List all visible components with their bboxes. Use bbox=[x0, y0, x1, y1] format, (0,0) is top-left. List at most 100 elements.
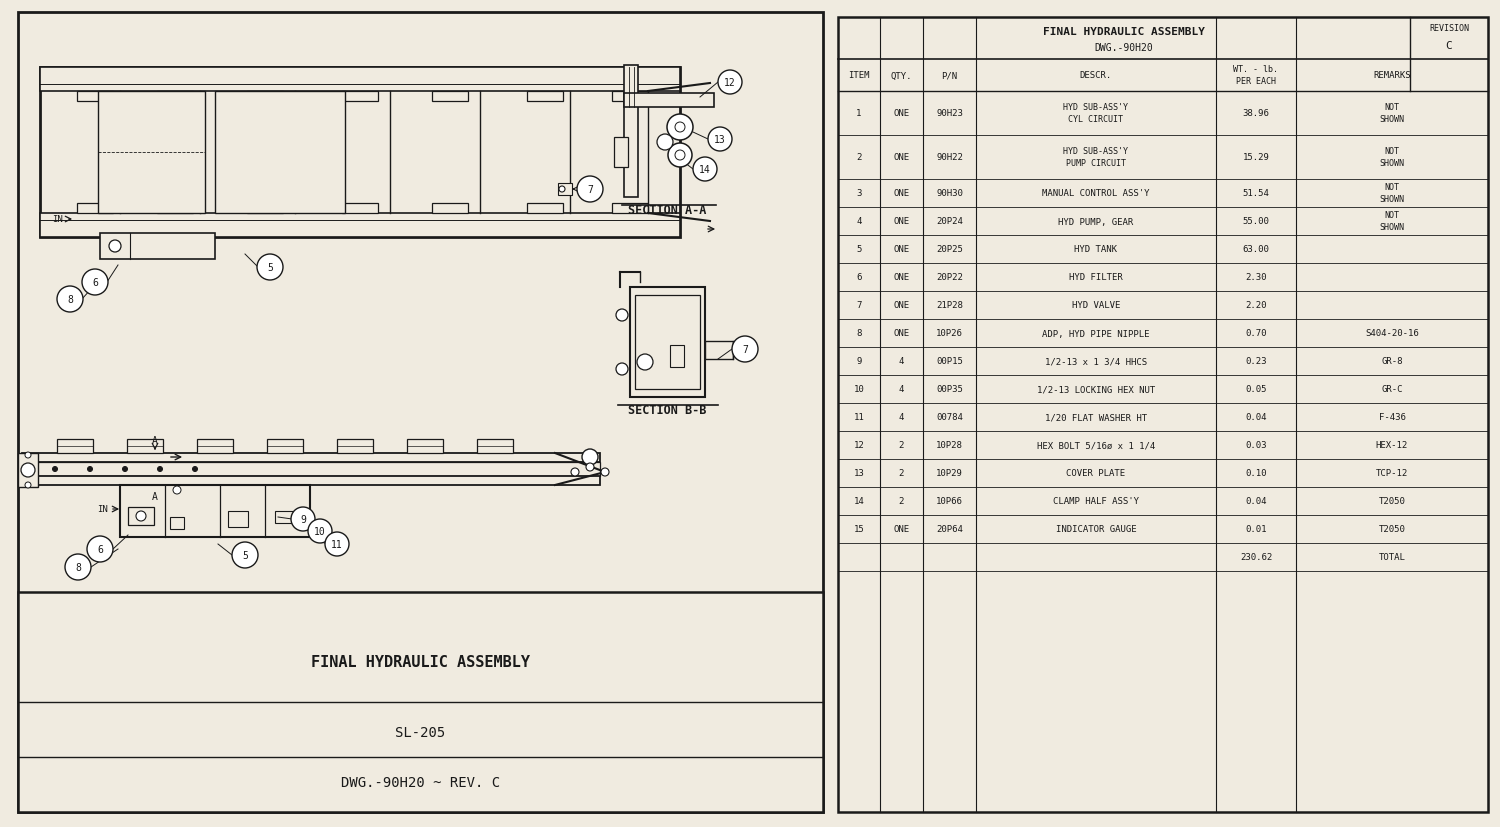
Text: GR-8: GR-8 bbox=[1382, 357, 1402, 366]
Bar bbox=[670, 346, 684, 367]
Text: IN: IN bbox=[53, 215, 63, 224]
Text: 1/2-13 x 1 3/4 HHCS: 1/2-13 x 1 3/4 HHCS bbox=[1046, 357, 1148, 366]
Circle shape bbox=[87, 467, 93, 472]
Text: 21P28: 21P28 bbox=[936, 301, 963, 310]
Text: 2: 2 bbox=[898, 469, 904, 478]
Circle shape bbox=[110, 241, 122, 253]
Text: 90H30: 90H30 bbox=[936, 189, 963, 198]
Text: 1/2-13 LOCKING HEX NUT: 1/2-13 LOCKING HEX NUT bbox=[1036, 385, 1155, 394]
Text: 20P64: 20P64 bbox=[936, 525, 963, 534]
Text: 4: 4 bbox=[898, 357, 904, 366]
Text: CYL CIRCUIT: CYL CIRCUIT bbox=[1068, 115, 1124, 124]
Text: 2: 2 bbox=[898, 441, 904, 450]
Text: 13: 13 bbox=[853, 469, 864, 478]
Circle shape bbox=[572, 468, 579, 476]
Bar bbox=[839, 18, 1488, 812]
Bar bbox=[432, 203, 468, 213]
Bar bbox=[526, 203, 562, 213]
Circle shape bbox=[560, 187, 566, 193]
Text: IN: IN bbox=[98, 505, 108, 514]
Text: 10P66: 10P66 bbox=[936, 497, 963, 506]
Text: HYD FILTER: HYD FILTER bbox=[1070, 273, 1124, 282]
Circle shape bbox=[87, 537, 112, 562]
Text: GR-C: GR-C bbox=[1382, 385, 1402, 394]
Circle shape bbox=[21, 463, 34, 477]
Text: P/N: P/N bbox=[942, 71, 957, 80]
Circle shape bbox=[657, 135, 674, 151]
Text: PER EACH: PER EACH bbox=[1236, 78, 1276, 86]
Circle shape bbox=[708, 128, 732, 152]
Bar bbox=[100, 234, 214, 260]
Bar bbox=[128, 439, 164, 453]
Circle shape bbox=[291, 508, 315, 532]
Bar bbox=[705, 342, 734, 360]
Text: SECTION B-B: SECTION B-B bbox=[628, 404, 706, 417]
Bar bbox=[432, 92, 468, 102]
Text: 8: 8 bbox=[856, 329, 861, 338]
Text: 0.70: 0.70 bbox=[1245, 329, 1266, 338]
Bar bbox=[248, 203, 284, 213]
Text: ONE: ONE bbox=[894, 301, 909, 310]
Text: 2.30: 2.30 bbox=[1245, 273, 1266, 282]
Text: 11: 11 bbox=[853, 413, 864, 422]
Bar bbox=[338, 439, 374, 453]
Text: 0.10: 0.10 bbox=[1245, 469, 1266, 478]
Text: 0.04: 0.04 bbox=[1245, 497, 1266, 506]
Circle shape bbox=[616, 309, 628, 322]
Circle shape bbox=[693, 158, 717, 182]
Bar bbox=[526, 92, 562, 102]
Text: ONE: ONE bbox=[894, 109, 909, 118]
Text: 6: 6 bbox=[856, 273, 861, 282]
Circle shape bbox=[668, 144, 692, 168]
Bar bbox=[406, 439, 442, 453]
Text: HYD VALVE: HYD VALVE bbox=[1072, 301, 1120, 310]
Text: 0.05: 0.05 bbox=[1245, 385, 1266, 394]
Circle shape bbox=[668, 115, 693, 141]
Text: 7: 7 bbox=[586, 184, 592, 195]
Bar bbox=[614, 138, 628, 168]
Circle shape bbox=[616, 364, 628, 375]
Text: 6: 6 bbox=[98, 544, 104, 554]
Circle shape bbox=[326, 533, 350, 557]
Bar bbox=[196, 439, 232, 453]
Text: ONE: ONE bbox=[894, 153, 909, 162]
Text: TCP-12: TCP-12 bbox=[1376, 469, 1408, 478]
Bar bbox=[22, 453, 600, 462]
Bar bbox=[342, 203, 378, 213]
Bar bbox=[214, 92, 345, 213]
Text: 3: 3 bbox=[856, 189, 861, 198]
Text: 6: 6 bbox=[92, 278, 98, 288]
Text: 7: 7 bbox=[856, 301, 861, 310]
Bar bbox=[76, 92, 112, 102]
Bar bbox=[22, 476, 600, 485]
Text: 20P25: 20P25 bbox=[936, 245, 963, 254]
Text: 13: 13 bbox=[714, 135, 726, 145]
Text: 7: 7 bbox=[742, 345, 748, 355]
Bar bbox=[612, 92, 648, 102]
Circle shape bbox=[64, 554, 92, 581]
Text: 230.62: 230.62 bbox=[1240, 552, 1272, 562]
Text: 10: 10 bbox=[314, 526, 326, 537]
Text: 63.00: 63.00 bbox=[1242, 245, 1269, 254]
Text: 11: 11 bbox=[332, 539, 344, 549]
Circle shape bbox=[26, 452, 32, 458]
Bar bbox=[18, 13, 824, 812]
Text: SHOWN: SHOWN bbox=[1380, 115, 1404, 124]
Text: NOT: NOT bbox=[1384, 211, 1400, 220]
Text: 1: 1 bbox=[856, 109, 861, 118]
Text: SL-205: SL-205 bbox=[396, 725, 445, 739]
Text: 51.54: 51.54 bbox=[1242, 189, 1269, 198]
Text: 4: 4 bbox=[898, 385, 904, 394]
Bar bbox=[612, 203, 648, 213]
Circle shape bbox=[638, 355, 652, 370]
Circle shape bbox=[732, 337, 758, 362]
Bar bbox=[170, 518, 184, 529]
Text: COVER PLATE: COVER PLATE bbox=[1066, 469, 1125, 478]
Text: HYD SUB-ASS'Y: HYD SUB-ASS'Y bbox=[1064, 103, 1128, 112]
Text: NOT: NOT bbox=[1384, 103, 1400, 112]
Text: ITEM: ITEM bbox=[847, 71, 870, 80]
Text: DWG.-90H20 ~ REV. C: DWG.-90H20 ~ REV. C bbox=[340, 775, 500, 789]
Text: T2050: T2050 bbox=[1378, 525, 1406, 534]
Text: ONE: ONE bbox=[894, 329, 909, 338]
Text: 0.03: 0.03 bbox=[1245, 441, 1266, 450]
